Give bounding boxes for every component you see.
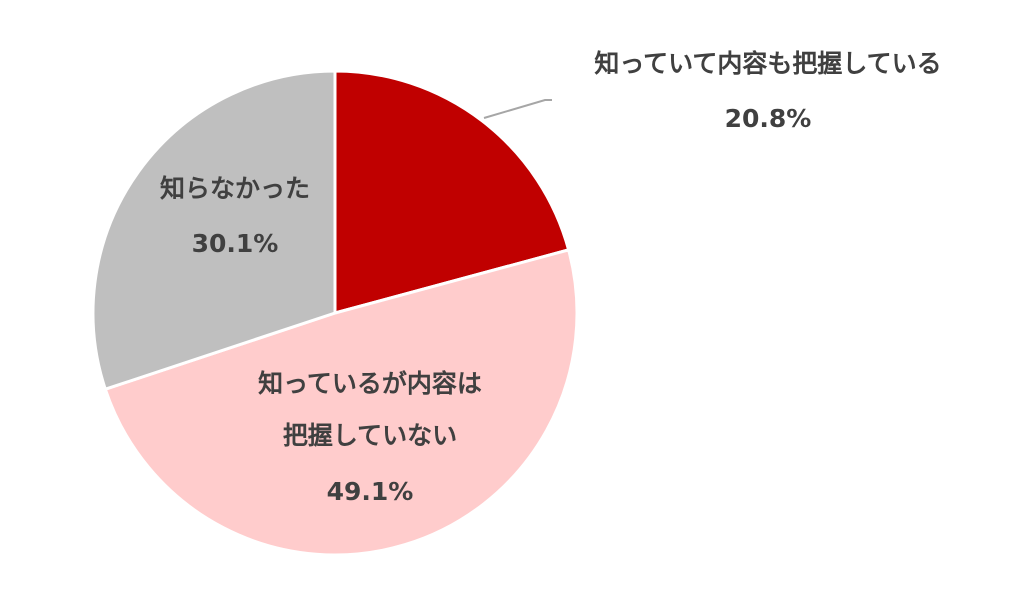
leader-line <box>483 99 552 119</box>
value-label: 49.1% <box>327 477 414 506</box>
category-label: 知らなかった <box>160 174 310 203</box>
pie-slice <box>103 248 579 557</box>
pie-slice <box>91 69 337 392</box>
category-label: 知っているが内容は把握していない <box>258 369 482 450</box>
value-label: 20.8% <box>725 104 812 133</box>
category-label: 知っていて内容も把握している <box>594 49 941 78</box>
pie-slice <box>333 69 571 315</box>
value-label: 30.1% <box>192 229 279 258</box>
